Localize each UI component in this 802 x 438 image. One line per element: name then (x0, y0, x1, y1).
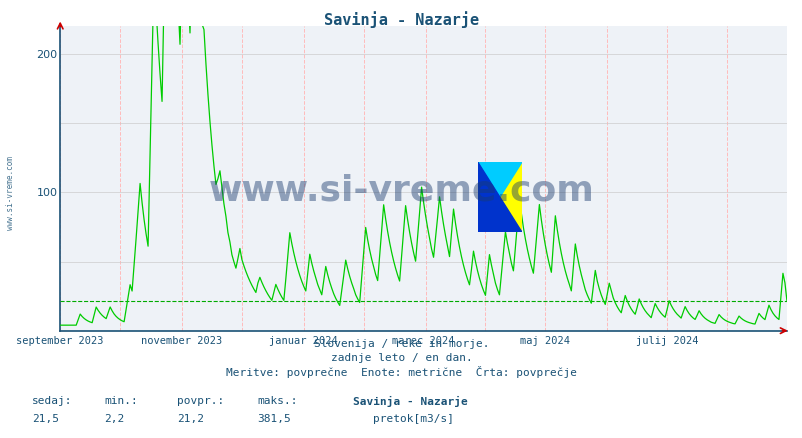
Polygon shape (477, 162, 521, 232)
Text: maks.:: maks.: (257, 396, 297, 406)
Polygon shape (477, 162, 521, 232)
Text: zadnje leto / en dan.: zadnje leto / en dan. (330, 353, 472, 363)
Text: Slovenija / reke in morje.: Slovenija / reke in morje. (314, 339, 488, 350)
Text: 21,2: 21,2 (176, 414, 204, 424)
Text: www.si-vreme.com: www.si-vreme.com (6, 156, 15, 230)
Text: Savinja - Nazarje: Savinja - Nazarje (323, 11, 479, 28)
Text: Savinja - Nazarje: Savinja - Nazarje (353, 396, 468, 407)
Text: 381,5: 381,5 (257, 414, 290, 424)
Text: www.si-vreme.com: www.si-vreme.com (209, 173, 593, 208)
Text: pretok[m3/s]: pretok[m3/s] (373, 414, 454, 424)
Text: povpr.:: povpr.: (176, 396, 224, 406)
Text: 21,5: 21,5 (32, 414, 59, 424)
Text: 2,2: 2,2 (104, 414, 124, 424)
Text: min.:: min.: (104, 396, 138, 406)
Text: Meritve: povprečne  Enote: metrične  Črta: povprečje: Meritve: povprečne Enote: metrične Črta:… (225, 366, 577, 378)
Polygon shape (477, 162, 521, 232)
Text: sedaj:: sedaj: (32, 396, 72, 406)
